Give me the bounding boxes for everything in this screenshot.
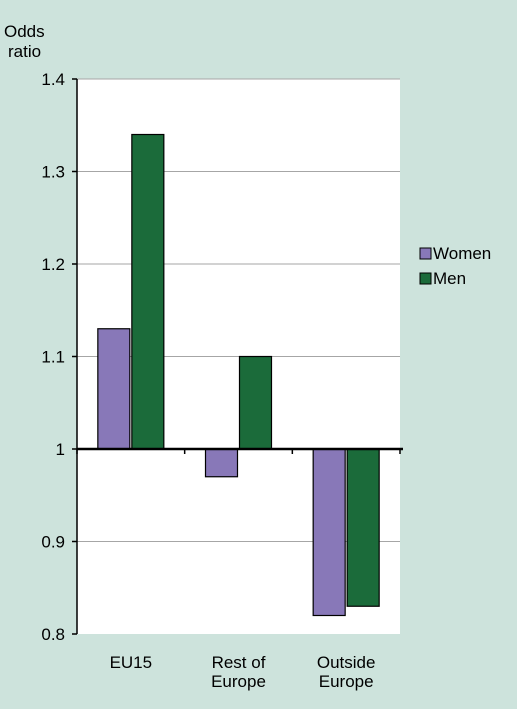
x-category-label-1-line-0: Rest of [212, 653, 266, 672]
y-tick-label-1: 0.9 [41, 533, 65, 552]
y-tick-label-3: 1.1 [41, 348, 65, 367]
bar-women-1 [204, 448, 239, 478]
y-axis-label-line-1: ratio [8, 42, 41, 61]
bar-men-0 [131, 133, 165, 450]
y-axis-label-line-0: Odds [4, 22, 45, 41]
bar-women-2 [312, 448, 346, 617]
bar-men-1 [238, 355, 273, 450]
y-tick-label-5: 1.3 [41, 163, 65, 182]
legend-label-women: Women [433, 244, 491, 263]
x-category-label-2-line-1: Europe [319, 672, 374, 691]
legend-label-men: Men [433, 269, 466, 288]
x-category-label-1-line-1: Europe [211, 672, 266, 691]
x-category-label-0-line-0: EU15 [110, 653, 153, 672]
y-tick-label-0: 0.8 [41, 625, 65, 644]
y-tick-label-2: 1 [56, 440, 65, 459]
y-tick-label-4: 1.2 [41, 255, 65, 274]
x-category-label-2-line-0: Outside [317, 653, 376, 672]
legend-swatch-men [419, 272, 432, 285]
bar-women-0 [97, 328, 131, 450]
legend-swatch-women [419, 247, 432, 260]
y-tick-label-6: 1.4 [41, 70, 65, 89]
bar-men-2 [346, 448, 380, 607]
